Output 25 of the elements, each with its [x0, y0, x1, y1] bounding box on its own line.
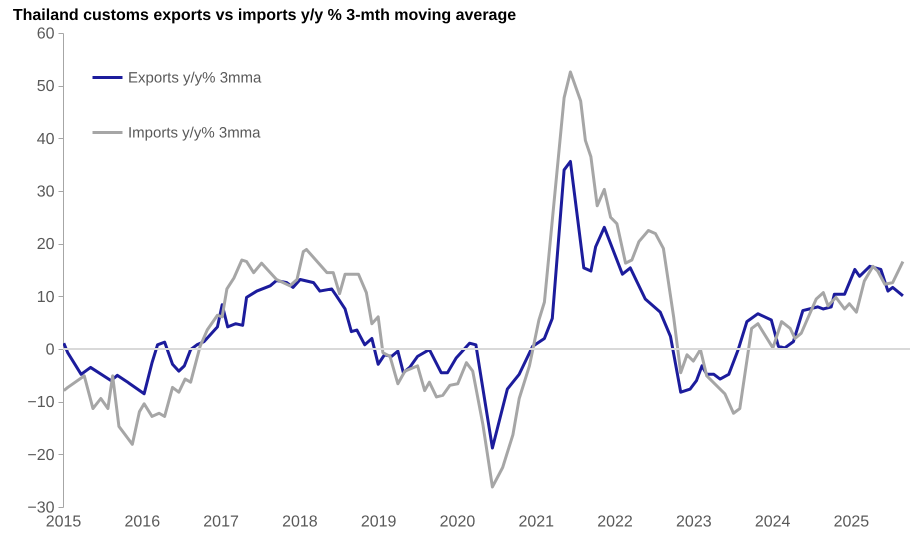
y-tick-label: −30 — [27, 500, 55, 516]
legend-label: Imports y/y% 3mma — [128, 124, 262, 142]
x-tick-label: 2020 — [440, 514, 476, 530]
chart-title: Thailand customs exports vs imports y/y % 3-mth moving average — [12, 7, 516, 24]
x-tick-label: 2025 — [834, 514, 870, 530]
y-tick-label: 50 — [36, 78, 55, 96]
legend-label: Exports y/y% 3mma — [128, 70, 262, 86]
x-tick-label: 2021 — [518, 514, 554, 530]
y-tick-label: 60 — [36, 26, 55, 42]
line-series — [63, 160, 904, 450]
x-tick-label: 2016 — [124, 514, 160, 530]
y-tick-label: 40 — [36, 130, 55, 148]
y-tick-label: −10 — [27, 394, 55, 412]
x-tick-label: 2015 — [46, 514, 82, 530]
y-tick-label: −20 — [27, 446, 55, 464]
y-tick-label: 0 — [46, 342, 55, 358]
x-tick-label: 2023 — [676, 514, 712, 530]
y-tick-label: 20 — [36, 236, 55, 254]
x-tick-label: 2024 — [754, 514, 791, 530]
y-tick-label: 30 — [36, 184, 55, 200]
x-tick-label: 2017 — [203, 514, 239, 530]
x-tick-label: 2019 — [360, 514, 397, 530]
x-tick-label: 2018 — [282, 514, 318, 530]
y-tick-label: 10 — [36, 288, 55, 306]
x-tick-label: 2022 — [597, 514, 633, 530]
